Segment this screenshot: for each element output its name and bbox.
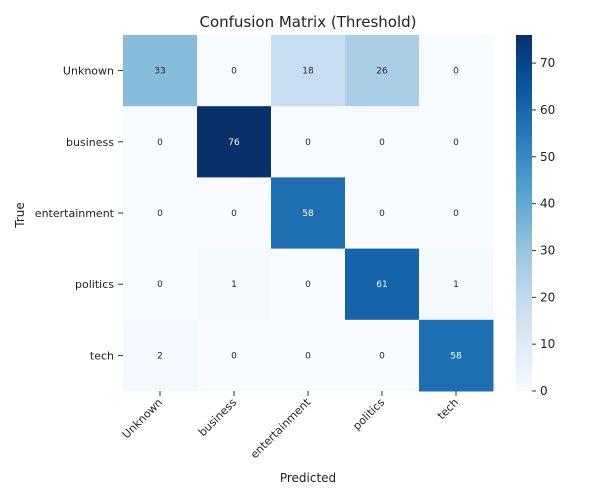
heatmap-cell xyxy=(419,177,494,250)
heatmap-cell xyxy=(197,177,272,250)
heatmap-cell xyxy=(419,106,494,178)
heatmap-cell xyxy=(345,106,420,178)
cell-value-label: 0 xyxy=(379,138,385,148)
x-tick-label: tech xyxy=(435,396,461,422)
heatmap-cell xyxy=(197,35,272,107)
heatmap-cell xyxy=(271,106,346,178)
x-tick-label: business xyxy=(196,396,239,439)
y-axis-label: True xyxy=(13,202,27,229)
y-tick-label: Unknown xyxy=(63,65,114,78)
y-tick-label: politics xyxy=(75,278,114,291)
heatmap-cell xyxy=(345,177,420,250)
cell-value-label: 61 xyxy=(376,280,387,290)
cell-value-label: 0 xyxy=(379,351,385,361)
cell-value-label: 0 xyxy=(453,209,459,219)
heatmap-cell xyxy=(419,319,494,392)
cell-value-label: 1 xyxy=(453,280,459,290)
cell-value-label: 0 xyxy=(453,67,459,77)
heatmap-cell xyxy=(419,248,494,321)
heatmap-cell xyxy=(271,177,346,250)
x-tick-label: politics xyxy=(350,396,387,433)
cell-value-label: 2 xyxy=(157,351,163,361)
cell-value-label: 0 xyxy=(379,209,385,219)
heatmap-cell xyxy=(271,319,346,392)
cell-value-label: 58 xyxy=(450,351,462,361)
cell-value-label: 58 xyxy=(302,209,314,219)
heatmap-cell xyxy=(345,319,420,392)
colorbar: 0 10 20 30 40 50 60 70 xyxy=(516,35,555,398)
cell-value-label: 0 xyxy=(157,138,163,148)
heatmap-cell xyxy=(197,319,272,392)
cell-value-label: 0 xyxy=(231,209,237,219)
colorbar-gradient xyxy=(516,35,532,391)
colorbar-tick-label: 30 xyxy=(540,243,555,257)
x-tick-label: entertainment xyxy=(248,395,314,461)
colorbar-tick-label: 50 xyxy=(540,150,555,164)
heatmap-cell xyxy=(123,248,198,321)
x-axis-label: Predicted xyxy=(280,471,336,485)
cell-value-label: 1 xyxy=(231,280,237,290)
y-tick-label: entertainment xyxy=(35,207,115,220)
cell-value-label: 0 xyxy=(157,209,163,219)
cell-value-label: 0 xyxy=(305,138,311,148)
colorbar-tick-label: 70 xyxy=(540,56,555,70)
colorbar-tick-label: 0 xyxy=(540,384,548,398)
heatmap-cell xyxy=(271,248,346,321)
cell-value-label: 33 xyxy=(154,67,165,77)
cell-value-label: 0 xyxy=(305,280,311,290)
colorbar-tick-label: 60 xyxy=(540,103,555,117)
cell-value-label: 76 xyxy=(228,138,240,148)
y-axis-ticks: Unknown business entertainment politics tech xyxy=(35,65,123,362)
heatmap-cell xyxy=(123,35,198,107)
x-axis-ticks: Unknown business entertainment politics tech xyxy=(120,391,461,461)
cell-value-label: 0 xyxy=(231,67,237,77)
heatmap-cell xyxy=(419,35,494,107)
heatmap-cell xyxy=(197,106,272,178)
chart-title: Confusion Matrix (Threshold) xyxy=(199,13,416,31)
cell-value-label: 18 xyxy=(302,67,314,77)
cell-value-label: 0 xyxy=(305,351,311,361)
heatmap-cell xyxy=(197,248,272,321)
heatmap-cell xyxy=(271,35,346,107)
heatmap-cells: 33 0 18 26 0 0 76 0 0 0 0 0 58 0 0 0 1 0 61 1 2 0 0 0 58 xyxy=(123,35,494,392)
colorbar-tick-label: 20 xyxy=(540,290,555,304)
x-tick-label: Unknown xyxy=(120,396,165,441)
cell-value-label: 0 xyxy=(157,280,163,290)
cell-value-label: 0 xyxy=(453,138,459,148)
y-tick-label: business xyxy=(66,136,114,149)
y-tick-label: tech xyxy=(90,349,114,362)
cell-value-label: 26 xyxy=(376,67,388,77)
heatmap-cell xyxy=(123,106,198,178)
cell-value-label: 0 xyxy=(231,351,237,361)
heatmap-cell xyxy=(123,319,198,392)
heatmap-cell xyxy=(123,177,198,250)
heatmap-cell xyxy=(345,248,420,321)
colorbar-tick-label: 40 xyxy=(540,197,555,211)
colorbar-tick-label: 10 xyxy=(540,337,555,351)
heatmap-cell xyxy=(345,35,420,107)
